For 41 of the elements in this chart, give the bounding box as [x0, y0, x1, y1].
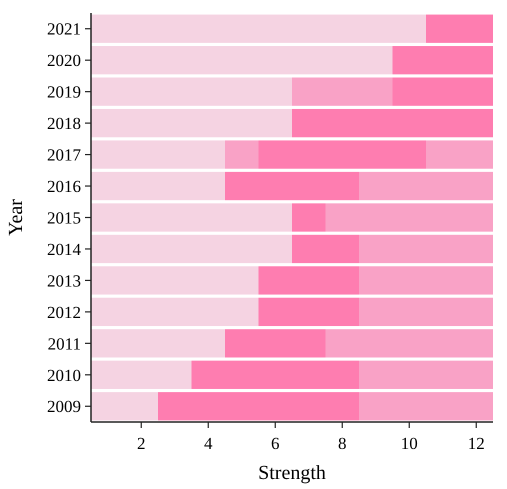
y-axis-title: Year	[5, 198, 27, 236]
x-tick-label: 8	[338, 434, 346, 453]
y-tick-label: 2009	[47, 397, 81, 416]
bar	[192, 360, 359, 389]
bar	[359, 360, 493, 389]
bar	[292, 108, 493, 138]
bar	[359, 234, 493, 264]
bar	[426, 14, 493, 43]
bar	[326, 203, 493, 232]
bar	[225, 329, 326, 358]
bar	[359, 392, 493, 420]
x-tick-label: 6	[271, 434, 280, 453]
y-tick-label: 2018	[47, 114, 81, 134]
y-tick-label: 2017	[47, 146, 82, 165]
bar	[258, 298, 359, 326]
x-tick-label: 2	[137, 434, 146, 453]
bar	[392, 46, 493, 74]
bar	[292, 203, 326, 232]
x-tick-label: 10	[400, 434, 418, 453]
y-tick-label: 2019	[47, 82, 81, 102]
bar	[359, 172, 493, 200]
y-tick-label: 2021	[47, 20, 81, 39]
y-tick-label: 2020	[47, 51, 81, 70]
bar	[158, 392, 359, 420]
bar	[359, 266, 493, 295]
y-tick-label: 2014	[47, 240, 82, 259]
x-axis-title: Strength	[258, 462, 326, 484]
y-tick-label: 2013	[47, 271, 81, 290]
bar	[292, 234, 359, 264]
x-tick-label: 4	[204, 434, 213, 453]
y-tick-label: 2010	[47, 366, 81, 385]
y-tick-label: 2012	[47, 302, 81, 322]
bar	[359, 298, 493, 326]
bar	[225, 172, 359, 200]
bar	[326, 329, 493, 358]
bar	[258, 266, 359, 295]
y-tick-label: 2011	[48, 334, 81, 354]
y-tick-label: 2015	[47, 208, 81, 228]
x-tick-label: 12	[468, 434, 485, 453]
y-tick-label: 2016	[47, 176, 81, 196]
bar	[426, 140, 493, 169]
